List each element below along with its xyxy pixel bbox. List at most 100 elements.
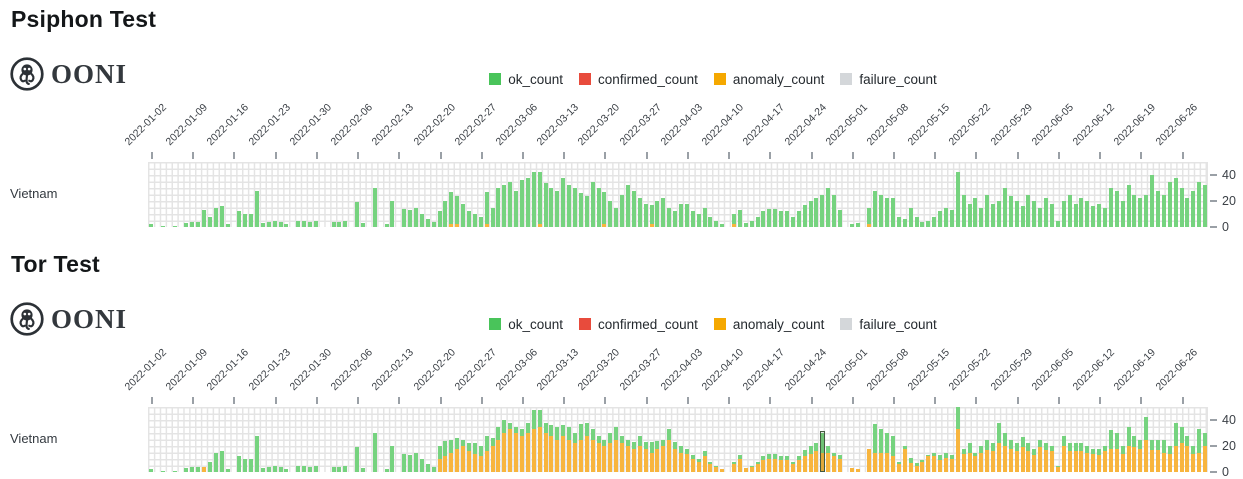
bar-segment-anomaly[interactable] xyxy=(914,465,919,472)
bar-segment-ok[interactable] xyxy=(419,459,424,472)
bar-segment-anomaly[interactable] xyxy=(1120,453,1125,472)
bar-segment-ok[interactable] xyxy=(838,210,842,227)
bar-segment-ok[interactable] xyxy=(596,188,601,227)
bar-segment-ok[interactable] xyxy=(443,440,448,457)
bar-segment-anomaly[interactable] xyxy=(531,429,536,472)
bar-segment-anomaly[interactable] xyxy=(514,433,519,472)
bar-segment-ok[interactable] xyxy=(949,210,954,227)
bar-segment-anomaly[interactable] xyxy=(508,429,513,472)
bar-segment-ok[interactable] xyxy=(867,207,872,225)
bar-segment-ok[interactable] xyxy=(343,465,348,472)
bar-segment-anomaly[interactable] xyxy=(1185,446,1190,472)
bar-segment-ok[interactable] xyxy=(219,206,224,227)
bar-segment-anomaly[interactable] xyxy=(472,453,477,472)
bar-segment-ok[interactable] xyxy=(749,465,754,467)
bar-segment-anomaly[interactable] xyxy=(437,459,442,472)
bar-segment-anomaly[interactable] xyxy=(879,452,884,472)
bar-segment-ok[interactable] xyxy=(337,221,342,227)
bar-segment-ok[interactable] xyxy=(361,468,365,472)
bar-segment-anomaly[interactable] xyxy=(767,459,772,472)
bar-segment-ok[interactable] xyxy=(673,211,678,227)
bar-segment-ok[interactable] xyxy=(796,456,801,461)
bar-segment-anomaly[interactable] xyxy=(525,433,530,472)
bar-segment-ok[interactable] xyxy=(372,433,377,472)
bar-segment-ok[interactable] xyxy=(879,194,884,227)
bar-segment-ok[interactable] xyxy=(1161,439,1166,453)
bar-segment-anomaly[interactable] xyxy=(1044,449,1049,472)
bar-segment-anomaly[interactable] xyxy=(1197,452,1202,472)
bar-segment-ok[interactable] xyxy=(1179,188,1184,227)
bar-segment-ok[interactable] xyxy=(1203,433,1208,446)
bar-segment-anomaly[interactable] xyxy=(455,448,460,472)
bar-segment-ok[interactable] xyxy=(1008,195,1013,227)
bar-segment-ok[interactable] xyxy=(537,409,542,427)
bar-segment-ok[interactable] xyxy=(472,443,477,454)
bar-segment-ok[interactable] xyxy=(337,466,342,472)
bar-segment-ok[interactable] xyxy=(667,207,672,227)
bar-segment-ok[interactable] xyxy=(855,223,860,227)
bar-segment-ok[interactable] xyxy=(1173,422,1178,446)
bar-segment-ok[interactable] xyxy=(714,465,719,467)
bar-segment-ok[interactable] xyxy=(873,190,878,227)
bar-segment-ok[interactable] xyxy=(402,453,407,472)
bar-segment-ok[interactable] xyxy=(979,207,984,227)
bar-segment-ok[interactable] xyxy=(249,459,254,472)
ooni-logo[interactable]: OONI xyxy=(9,301,127,337)
bar-segment-anomaly[interactable] xyxy=(449,452,454,472)
bar-segment-ok[interactable] xyxy=(1050,446,1054,452)
bar-segment-ok[interactable] xyxy=(873,423,878,453)
bar-segment-ok[interactable] xyxy=(313,465,318,472)
bar-segment-ok[interactable] xyxy=(1026,443,1031,452)
bar-segment-anomaly[interactable] xyxy=(1079,451,1084,472)
bar-segment-ok[interactable] xyxy=(1026,194,1031,227)
bar-segment-ok[interactable] xyxy=(832,452,837,457)
bar-segment-anomaly[interactable] xyxy=(602,224,607,227)
bar-segment-anomaly[interactable] xyxy=(684,453,689,472)
bar-segment-ok[interactable] xyxy=(302,220,307,227)
bar-segment-anomaly[interactable] xyxy=(867,448,872,472)
bar-segment-ok[interactable] xyxy=(1185,435,1190,446)
bar-segment-anomaly[interactable] xyxy=(855,469,860,472)
bar-segment-ok[interactable] xyxy=(1156,439,1160,450)
bar-segment-ok[interactable] xyxy=(761,456,766,461)
bar-segment-anomaly[interactable] xyxy=(708,464,713,472)
bar-segment-ok[interactable] xyxy=(467,211,471,227)
bar-segment-anomaly[interactable] xyxy=(667,439,672,472)
bar-segment-anomaly[interactable] xyxy=(1179,443,1184,472)
bar-segment-ok[interactable] xyxy=(879,429,884,453)
bar-segment-anomaly[interactable] xyxy=(796,460,801,472)
bar-segment-ok[interactable] xyxy=(555,190,560,227)
bar-segment-ok[interactable] xyxy=(414,207,418,227)
bar-segment-anomaly[interactable] xyxy=(961,453,966,472)
bar-segment-anomaly[interactable] xyxy=(490,446,495,472)
bar-segment-anomaly[interactable] xyxy=(902,448,907,472)
bar-segment-ok[interactable] xyxy=(561,425,566,436)
bar-segment-anomaly[interactable] xyxy=(737,459,742,472)
bar-segment-anomaly[interactable] xyxy=(626,446,630,472)
bar-segment-ok[interactable] xyxy=(408,455,413,472)
bar-segment-ok[interactable] xyxy=(149,469,153,472)
bar-segment-ok[interactable] xyxy=(684,448,689,454)
bar-segment-anomaly[interactable] xyxy=(620,443,625,472)
bar-segment-ok[interactable] xyxy=(849,224,854,227)
bar-segment-anomaly[interactable] xyxy=(849,468,854,472)
bar-segment-ok[interactable] xyxy=(944,207,948,227)
bar-segment-ok[interactable] xyxy=(1185,198,1190,227)
bar-segment-ok[interactable] xyxy=(584,195,589,227)
bar-segment-anomaly[interactable] xyxy=(484,224,489,227)
bar-segment-ok[interactable] xyxy=(708,216,713,227)
bar-segment-ok[interactable] xyxy=(537,172,542,225)
bar-segment-ok[interactable] xyxy=(979,446,984,453)
bar-segment-ok[interactable] xyxy=(1091,448,1096,454)
bar-segment-ok[interactable] xyxy=(655,201,660,227)
bar-segment-ok[interactable] xyxy=(437,211,442,227)
bar-segment-ok[interactable] xyxy=(814,443,819,452)
bar-segment-ok[interactable] xyxy=(790,461,795,465)
bar-segment-ok[interactable] xyxy=(1197,429,1202,453)
bar-segment-ok[interactable] xyxy=(1144,194,1149,227)
bar-segment-ok[interactable] xyxy=(1055,465,1060,467)
bar-segment-ok[interactable] xyxy=(820,194,825,227)
bar-segment-anomaly[interactable] xyxy=(578,439,583,472)
bar-segment-ok[interactable] xyxy=(414,452,418,472)
bar-segment-ok[interactable] xyxy=(779,456,784,461)
